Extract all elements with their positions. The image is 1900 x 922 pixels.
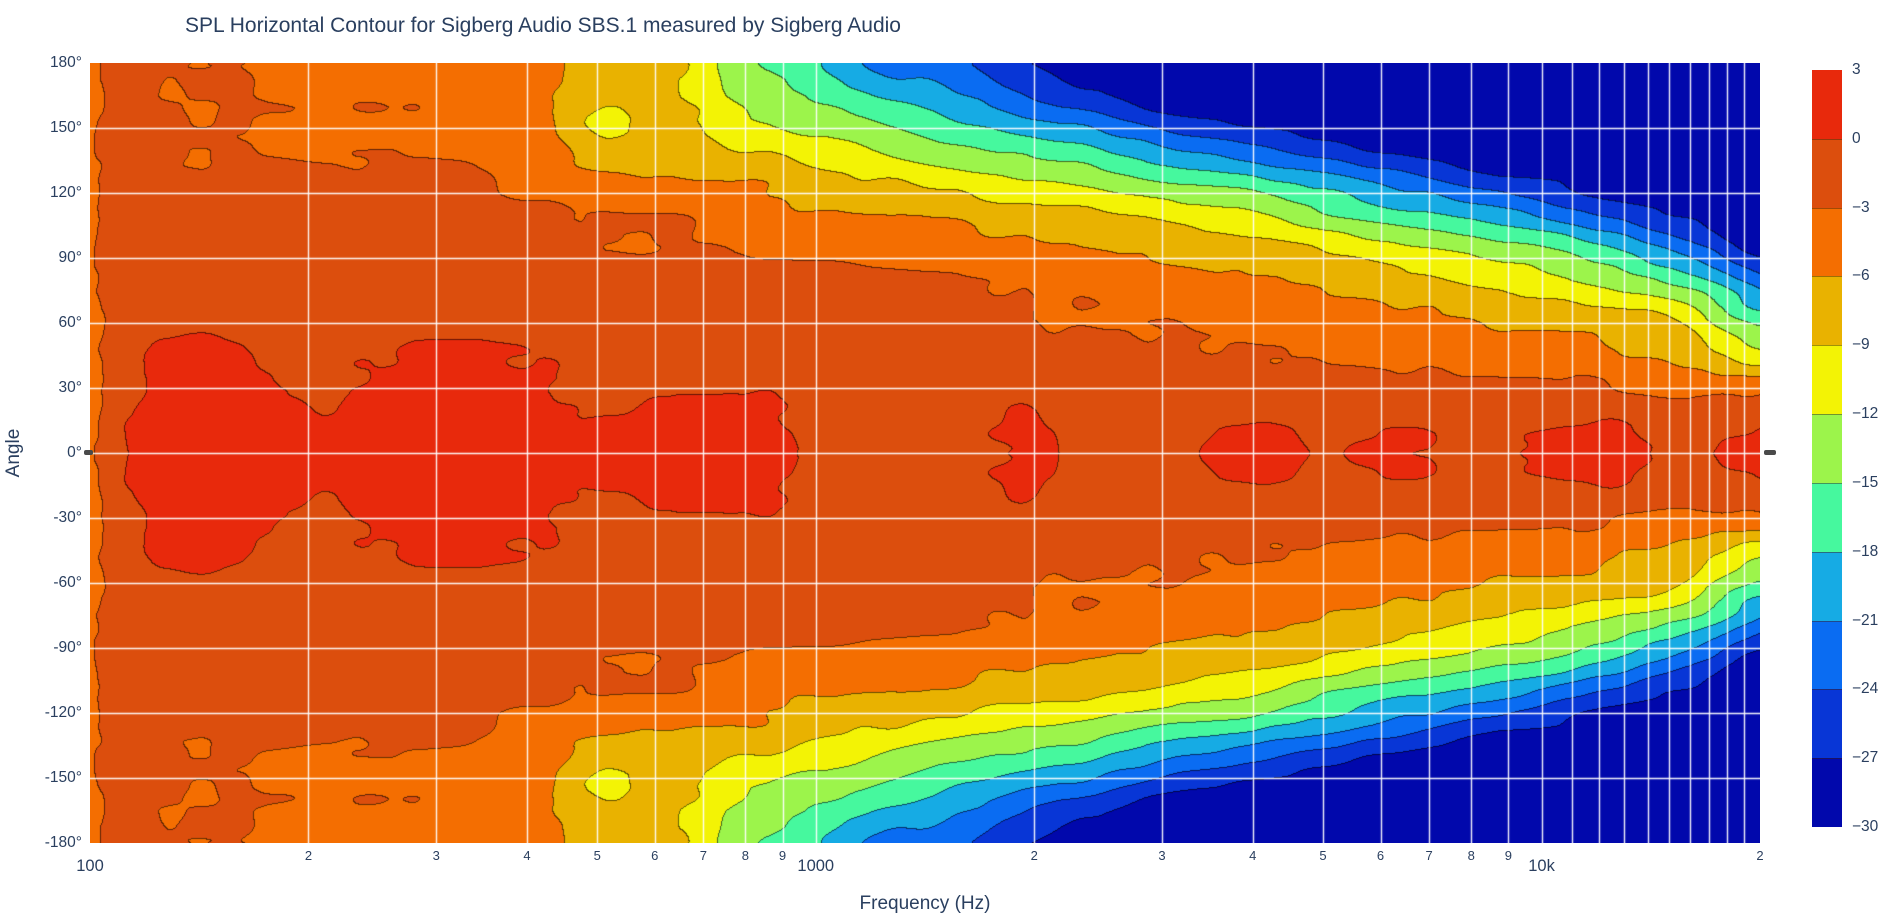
x-tick-label-major: 1000 xyxy=(797,857,835,875)
x-tick-label-minor: 3 xyxy=(432,848,440,863)
colorbar-tick-label: −18 xyxy=(1852,542,1879,560)
colorbar-tick-label: −27 xyxy=(1852,749,1879,767)
y-tick-label: 0° xyxy=(67,444,82,461)
y-tick-label: 120° xyxy=(49,184,82,201)
colorbar-tick-label: −3 xyxy=(1852,198,1870,216)
x-axis-title: Frequency (Hz) xyxy=(859,893,991,914)
colorbar-band xyxy=(1812,758,1842,827)
colorbar-band xyxy=(1812,276,1842,346)
x-tick-label-minor: 7 xyxy=(699,848,707,863)
y-tick-label: 150° xyxy=(49,119,82,136)
x-tick-label-minor: 6 xyxy=(651,848,659,863)
x-tick-label-minor: 9 xyxy=(778,848,787,863)
x-tick-label-minor: 8 xyxy=(741,848,750,863)
x-tick-label-minor: 4 xyxy=(523,848,531,863)
x-tick-label-minor: 6 xyxy=(1376,848,1385,863)
x-tick-label-minor: 2 xyxy=(1756,848,1764,863)
y-tick-label: -60° xyxy=(53,574,82,591)
y-tick-label: 180° xyxy=(49,54,82,71)
y-tick-label: 60° xyxy=(58,314,82,331)
y-tick-label: -180° xyxy=(44,834,82,851)
colorbar-tick-label: −30 xyxy=(1852,818,1879,835)
y-tick-label: -120° xyxy=(44,704,82,721)
y-tick-label: 90° xyxy=(58,249,82,266)
colorbar-tick-label: −21 xyxy=(1852,611,1879,629)
colorbar-band xyxy=(1812,345,1842,415)
x-tick-label-minor: 7 xyxy=(1425,848,1433,863)
colorbar-band xyxy=(1812,689,1842,759)
colorbar-tick-label: −9 xyxy=(1852,336,1870,354)
contour-plot-area[interactable] xyxy=(90,63,1760,843)
x-tick-label-minor: 4 xyxy=(1249,848,1257,863)
colorbar-tick-label: −6 xyxy=(1852,267,1870,285)
x-tick-label-major: 100 xyxy=(76,857,104,875)
x-tick-label-minor: 2 xyxy=(1030,848,1038,863)
colorbar-band xyxy=(1812,482,1842,552)
x-tick-label-major: 10k xyxy=(1528,857,1555,875)
x-tick-label-minor: 5 xyxy=(1319,848,1327,863)
colorbar-tick-label: −15 xyxy=(1852,473,1879,491)
zero-degree-tick-right xyxy=(1764,450,1776,455)
x-tick-label-minor: 3 xyxy=(1158,848,1166,863)
colorbar-band xyxy=(1812,414,1842,483)
y-tick-label: -150° xyxy=(44,769,82,786)
y-axis-title: Angle xyxy=(3,428,24,478)
x-tick-label-minor: 9 xyxy=(1504,848,1512,863)
y-tick-label: -90° xyxy=(53,639,82,656)
colorbar-tick-label: −24 xyxy=(1852,680,1879,698)
colorbar-tick-label: −12 xyxy=(1852,405,1879,423)
colorbar-band xyxy=(1812,207,1842,277)
x-tick-label-minor: 8 xyxy=(1467,848,1475,863)
colorbar xyxy=(1812,70,1842,827)
x-tick-label-minor: 2 xyxy=(304,848,313,863)
colorbar-band xyxy=(1812,620,1842,690)
colorbar-band xyxy=(1812,70,1842,139)
y-tick-label: -30° xyxy=(53,509,82,526)
chart-title: SPL Horizontal Contour for Sigberg Audio… xyxy=(185,14,901,37)
colorbar-band xyxy=(1812,138,1842,208)
y-tick-label: 30° xyxy=(58,379,82,396)
x-tick-label-minor: 5 xyxy=(593,848,601,863)
colorbar-tick-label: 3 xyxy=(1852,61,1861,78)
colorbar-tick-label: 0 xyxy=(1852,129,1861,147)
zero-degree-tick-left xyxy=(84,450,93,455)
colorbar-band xyxy=(1812,551,1842,621)
